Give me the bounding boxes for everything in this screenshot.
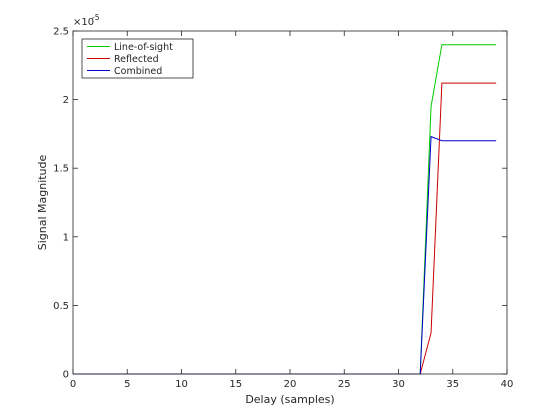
legend-label: Combined [114, 66, 162, 77]
y-tick-label: 1 [63, 232, 69, 243]
x-tick-label: 40 [501, 379, 514, 390]
series-line-combined [73, 135, 497, 375]
ticks-layer: 0 5 10 15 20 25 30 35 40 0 0.5 1 1.5 2 2.5 [53, 27, 513, 391]
series-line-reflected [73, 82, 497, 375]
x-tick-label: 25 [338, 379, 351, 390]
x-tick-label: 30 [392, 379, 405, 390]
y-tick-label: 2 [63, 95, 69, 106]
x-tick-label: 0 [70, 379, 76, 390]
series-layer [73, 44, 497, 375]
y-tick-label: 1.5 [53, 164, 69, 175]
legend-label: Reflected [114, 54, 159, 65]
x-tick-label: 20 [284, 379, 297, 390]
x-tick-label: 10 [175, 379, 188, 390]
legend-label: Line-of-sight [114, 42, 173, 53]
y-tick-label: 0.5 [53, 301, 69, 312]
y-axis-label: Signal Magnitude [36, 154, 49, 250]
y-exponent-base: ×10 [73, 17, 94, 28]
y-tick-label: 0 [63, 370, 69, 381]
x-axis-label: Delay (samples) [245, 393, 334, 406]
y-exponent-label: ×10 -5 [73, 13, 100, 28]
y-tick-label: 2.5 [53, 27, 69, 38]
x-tick-label: 15 [229, 379, 242, 390]
y-exponent-power: -5 [92, 13, 100, 22]
x-tick-label: 35 [446, 379, 459, 390]
plot-area [73, 31, 507, 374]
x-tick-label: 5 [124, 379, 130, 390]
